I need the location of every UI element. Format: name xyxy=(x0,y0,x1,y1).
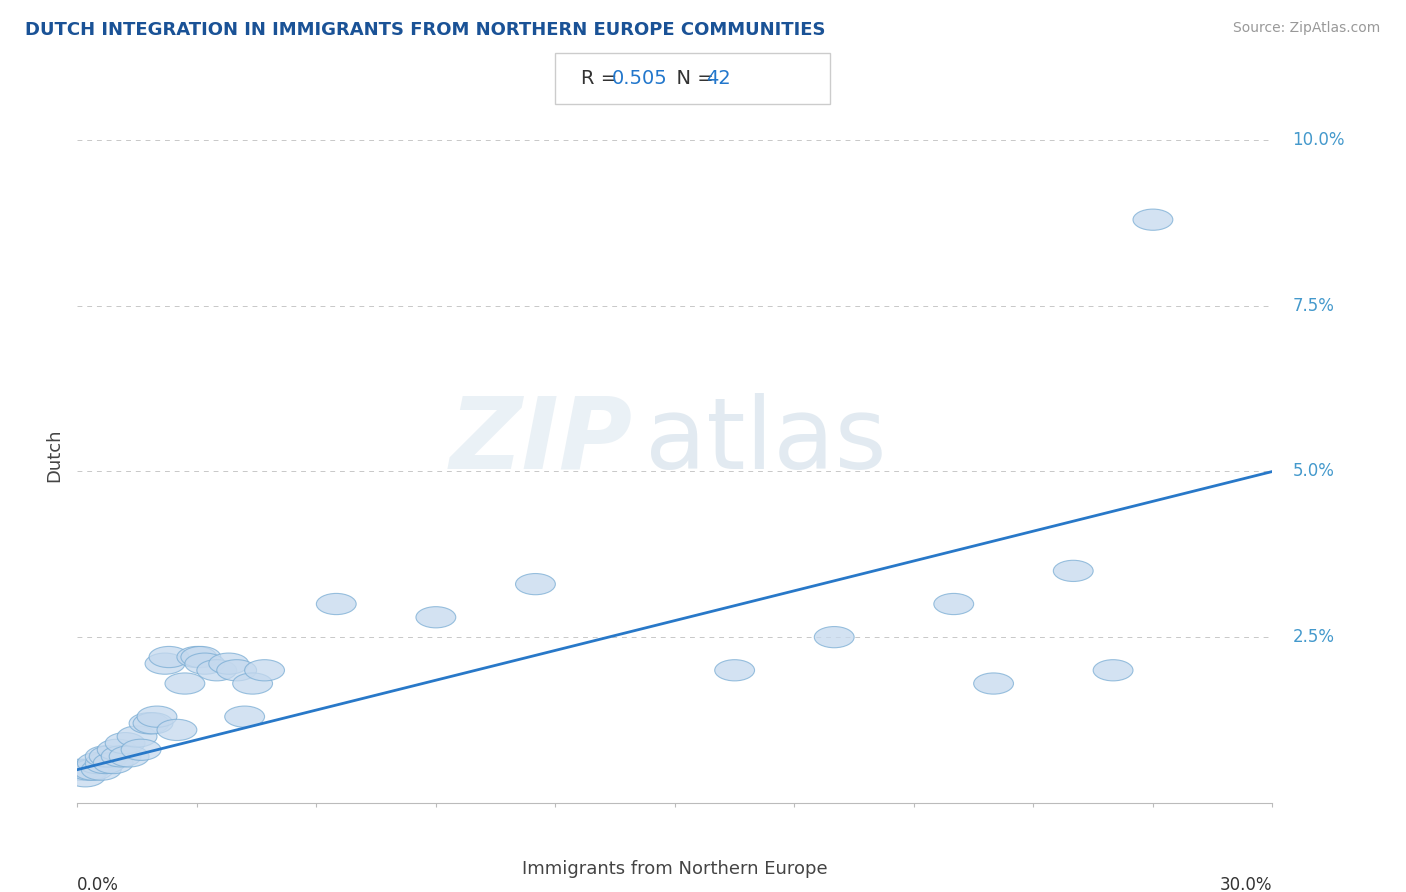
Text: 10.0%: 10.0% xyxy=(1292,131,1346,149)
Ellipse shape xyxy=(1094,660,1133,681)
Ellipse shape xyxy=(974,673,1014,694)
Text: 42: 42 xyxy=(706,69,731,88)
Ellipse shape xyxy=(134,713,173,734)
Ellipse shape xyxy=(145,653,186,674)
Ellipse shape xyxy=(82,759,121,780)
Y-axis label: Dutch: Dutch xyxy=(45,428,63,482)
Text: DUTCH INTEGRATION IN IMMIGRANTS FROM NORTHERN EUROPE COMMUNITIES: DUTCH INTEGRATION IN IMMIGRANTS FROM NOR… xyxy=(25,21,825,39)
Ellipse shape xyxy=(814,626,855,648)
Ellipse shape xyxy=(416,607,456,628)
Ellipse shape xyxy=(69,759,110,780)
Ellipse shape xyxy=(208,653,249,674)
Ellipse shape xyxy=(136,706,177,727)
Text: atlas: atlas xyxy=(645,392,887,490)
Text: Source: ZipAtlas.com: Source: ZipAtlas.com xyxy=(1233,21,1381,36)
Text: 30.0%: 30.0% xyxy=(1220,876,1272,892)
Ellipse shape xyxy=(165,673,205,694)
Ellipse shape xyxy=(149,647,188,667)
Ellipse shape xyxy=(934,593,974,615)
Text: 7.5%: 7.5% xyxy=(1292,297,1334,315)
Text: 2.5%: 2.5% xyxy=(1292,628,1334,646)
Ellipse shape xyxy=(217,660,257,681)
Ellipse shape xyxy=(86,746,125,767)
Ellipse shape xyxy=(316,593,356,615)
Ellipse shape xyxy=(121,739,162,760)
Ellipse shape xyxy=(77,753,117,773)
Ellipse shape xyxy=(186,653,225,674)
Ellipse shape xyxy=(1053,560,1094,582)
Ellipse shape xyxy=(62,759,101,780)
Ellipse shape xyxy=(197,660,236,681)
Ellipse shape xyxy=(714,660,755,681)
Ellipse shape xyxy=(177,647,217,667)
Ellipse shape xyxy=(245,660,284,681)
Text: R =: R = xyxy=(581,69,623,88)
X-axis label: Immigrants from Northern Europe: Immigrants from Northern Europe xyxy=(522,861,828,879)
Ellipse shape xyxy=(110,746,149,767)
Ellipse shape xyxy=(105,732,145,754)
Ellipse shape xyxy=(73,759,112,780)
Text: 0.0%: 0.0% xyxy=(77,876,120,892)
Text: 0.505: 0.505 xyxy=(612,69,668,88)
Ellipse shape xyxy=(225,706,264,727)
Ellipse shape xyxy=(1133,209,1173,230)
Ellipse shape xyxy=(65,765,105,787)
Ellipse shape xyxy=(101,746,141,767)
Ellipse shape xyxy=(93,753,134,773)
Ellipse shape xyxy=(86,753,125,773)
Text: ZIP: ZIP xyxy=(450,392,633,490)
Ellipse shape xyxy=(117,726,157,747)
Ellipse shape xyxy=(90,746,129,767)
Ellipse shape xyxy=(129,713,169,734)
Text: N =: N = xyxy=(664,69,720,88)
Ellipse shape xyxy=(97,739,138,760)
Ellipse shape xyxy=(157,719,197,740)
Ellipse shape xyxy=(233,673,273,694)
Ellipse shape xyxy=(181,647,221,667)
Text: 5.0%: 5.0% xyxy=(1292,462,1334,481)
Ellipse shape xyxy=(516,574,555,595)
